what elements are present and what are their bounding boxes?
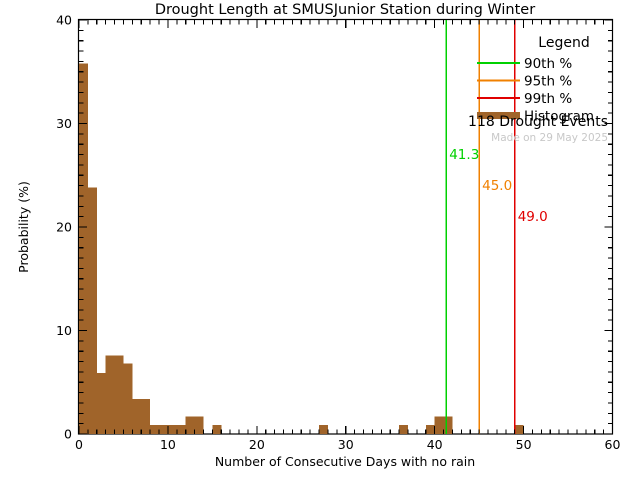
x-axis-ticks xyxy=(78,426,614,434)
histogram-bar xyxy=(105,355,115,434)
histogram-bar xyxy=(167,425,177,434)
legend-swatch-histogram xyxy=(477,112,520,119)
histogram-bar xyxy=(150,425,160,434)
legend-labels: 90th % 95th %99th % Histogram xyxy=(524,56,594,125)
legend-entry-label: Histogram xyxy=(524,109,594,125)
histogram-bar xyxy=(194,416,204,434)
histogram-bar xyxy=(443,416,453,434)
event-count-annotation: 118 Drought Events xyxy=(468,114,608,130)
histogram-bar xyxy=(212,425,222,434)
histogram-bar xyxy=(141,398,151,434)
percentile-line-value-label: 45.0 xyxy=(482,178,512,194)
legend-swatches xyxy=(477,62,520,119)
x-axis-label: Number of Consecutive Days with no rain xyxy=(215,454,475,469)
legend-entry-label: 90th % xyxy=(524,56,572,72)
right-axis-ticks xyxy=(604,19,613,435)
percentile-lines xyxy=(445,20,516,434)
y-axis-label: Probability (%) xyxy=(16,181,31,273)
histogram-bar xyxy=(132,398,142,434)
y-tick-label: 40 xyxy=(56,13,72,28)
x-tick-label: 60 xyxy=(605,437,621,452)
x-tick-label: 30 xyxy=(338,437,354,452)
histogram-bar xyxy=(159,425,168,434)
chart-title: Drought Length at SMUSJunior Station dur… xyxy=(155,2,535,18)
percentile-line-value-label: 49.0 xyxy=(518,209,548,225)
histogram-bar xyxy=(319,425,328,434)
histogram-bar xyxy=(114,355,124,434)
x-tick-label: 50 xyxy=(516,437,532,452)
x-tick-label: 40 xyxy=(427,437,443,452)
legend-entry-label: 99th % xyxy=(524,91,572,107)
y-tick-label: 20 xyxy=(56,220,72,235)
histogram-bar xyxy=(425,425,435,434)
histogram-bar xyxy=(185,416,195,434)
histogram-bars xyxy=(79,63,524,434)
percentile-line-value-label: 41.3 xyxy=(449,147,479,163)
histogram-bar xyxy=(96,372,106,434)
y-axis-ticks xyxy=(79,19,87,435)
histogram-bar xyxy=(87,187,97,434)
histogram-bar xyxy=(514,425,524,434)
y-tick-label: 30 xyxy=(56,116,72,131)
y-tick-label: 0 xyxy=(64,427,72,442)
y-axis-tick-labels: 0 10 20 30 40 xyxy=(56,13,72,442)
x-tick-label: 20 xyxy=(249,437,265,452)
histogram-bar xyxy=(79,63,88,434)
legend-entry-label: 95th % xyxy=(524,74,572,90)
top-axis-ticks xyxy=(78,20,614,28)
made-on-annotation: Made on 29 May 2025 xyxy=(491,132,608,144)
x-tick-label: 10 xyxy=(160,437,176,452)
histogram-bar xyxy=(123,363,133,434)
y-tick-label: 10 xyxy=(56,323,72,338)
histogram-bar xyxy=(399,425,408,434)
histogram-bar xyxy=(434,416,444,434)
legend: Legend 90th % 95th %99th % Histogram xyxy=(477,35,594,125)
legend-title: Legend xyxy=(538,35,589,51)
x-tick-label: 0 xyxy=(75,437,83,452)
histogram-bar xyxy=(176,425,186,434)
percentile-line-labels: 41.345.0 49.0 xyxy=(449,147,548,225)
x-axis-tick-labels: 0 10 20 30 40 50 60 xyxy=(75,437,620,452)
